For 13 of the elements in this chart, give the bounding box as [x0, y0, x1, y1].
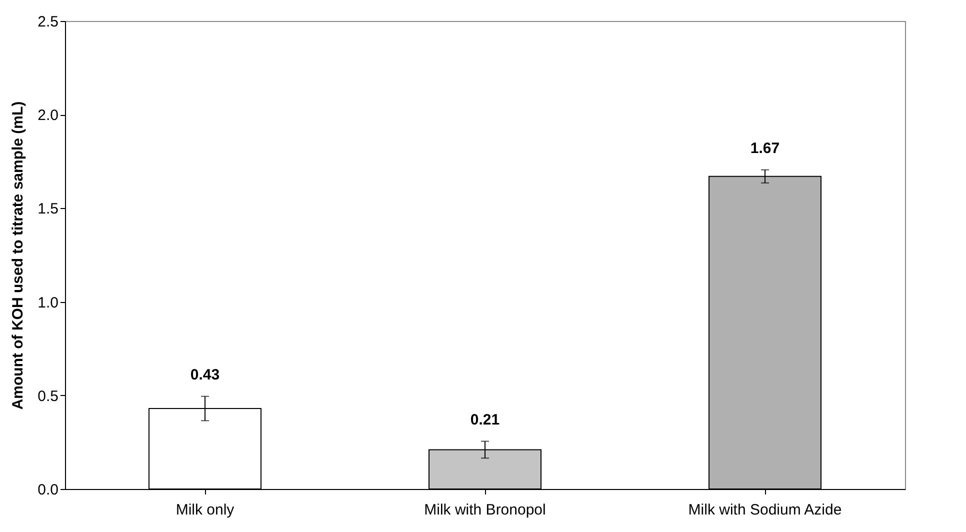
y-tick-label: 2.5	[38, 14, 58, 30]
data-label: 0.21	[470, 411, 500, 428]
x-tick-label: Milk only	[176, 502, 235, 518]
data-label: 0.43	[190, 366, 220, 384]
x-tick-label: Milk with Sodium Azide	[688, 502, 842, 518]
x-tick-label: Milk with Bronopol	[424, 502, 546, 518]
y-tick-label: 0.0	[38, 482, 58, 498]
data-label: 1.67	[750, 140, 780, 157]
y-axis-title: Amount of KOH used to titrate sample (mL)	[10, 101, 27, 410]
y-tick-label: 1.5	[38, 200, 58, 218]
y-tick-label: 0.5	[38, 388, 58, 405]
y-tick-label: 2.0	[38, 107, 58, 124]
y-tick-label: 1.0	[38, 294, 58, 312]
